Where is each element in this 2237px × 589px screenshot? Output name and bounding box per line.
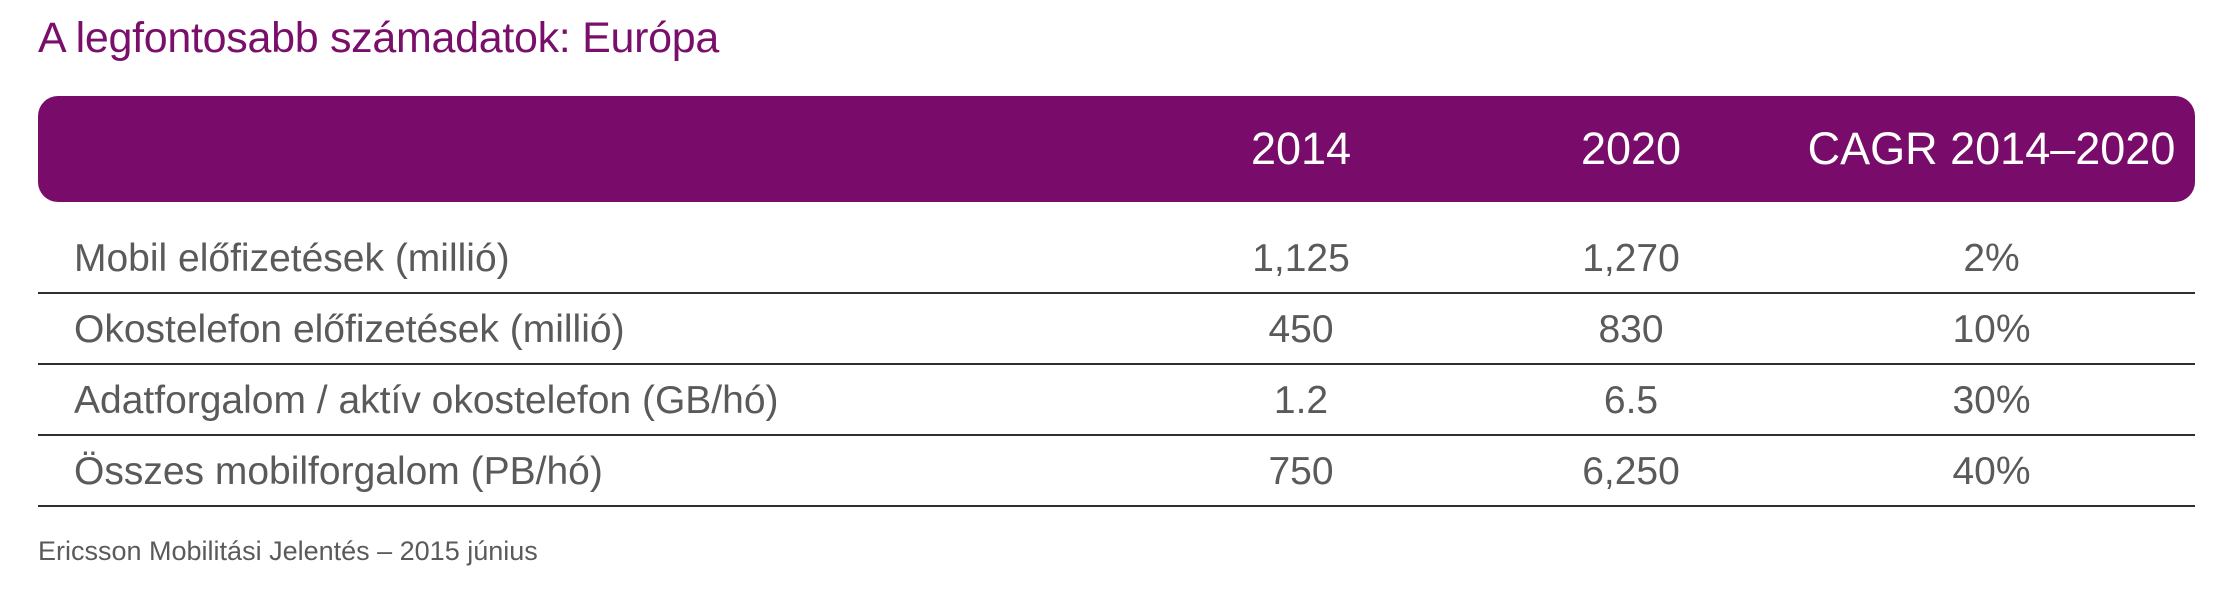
row-divider [38, 363, 2195, 365]
header-2020: 2020 [1580, 123, 1682, 174]
row-divider [38, 505, 2195, 507]
row-divider [38, 434, 2195, 436]
table-header: 2014 2020 CAGR 2014–2020 [38, 96, 2195, 202]
value-2020: 1,270 [1582, 237, 1680, 280]
row-label: Okostelefon előfizetések (millió) [74, 308, 625, 351]
table-row: Adatforgalom / aktív okostelefon (GB/hó)… [38, 366, 2195, 436]
value-cagr: 30% [1952, 379, 2031, 422]
page-title: A legfontosabb számadatok: Európa [38, 14, 719, 62]
value-2014: 450 [1268, 308, 1334, 351]
value-cagr: 40% [1952, 450, 2031, 493]
value-2014: 1.2 [1273, 379, 1329, 422]
value-cagr: 10% [1952, 308, 2031, 351]
header-2014: 2014 [1250, 123, 1352, 174]
value-2014: 750 [1268, 450, 1334, 493]
row-label: Összes mobilforgalom (PB/hó) [74, 450, 603, 493]
row-divider [38, 292, 2195, 294]
value-cagr: 2% [1963, 237, 2020, 280]
table-row: Összes mobilforgalom (PB/hó) 750 6,250 4… [38, 437, 2195, 507]
row-label: Mobil előfizetések (millió) [74, 237, 510, 280]
table-row: Mobil előfizetések (millió) 1,125 1,270 … [38, 224, 2195, 294]
value-2020: 6,250 [1582, 450, 1680, 493]
value-2020: 6.5 [1603, 379, 1659, 422]
value-2020: 830 [1598, 308, 1664, 351]
row-label: Adatforgalom / aktív okostelefon (GB/hó) [74, 379, 779, 422]
value-2014: 1,125 [1252, 237, 1350, 280]
header-cagr: CAGR 2014–2020 [1807, 123, 2176, 174]
table-row: Okostelefon előfizetések (millió) 450 83… [38, 295, 2195, 365]
source-footnote: Ericsson Mobilitási Jelentés – 2015 júni… [38, 536, 538, 566]
